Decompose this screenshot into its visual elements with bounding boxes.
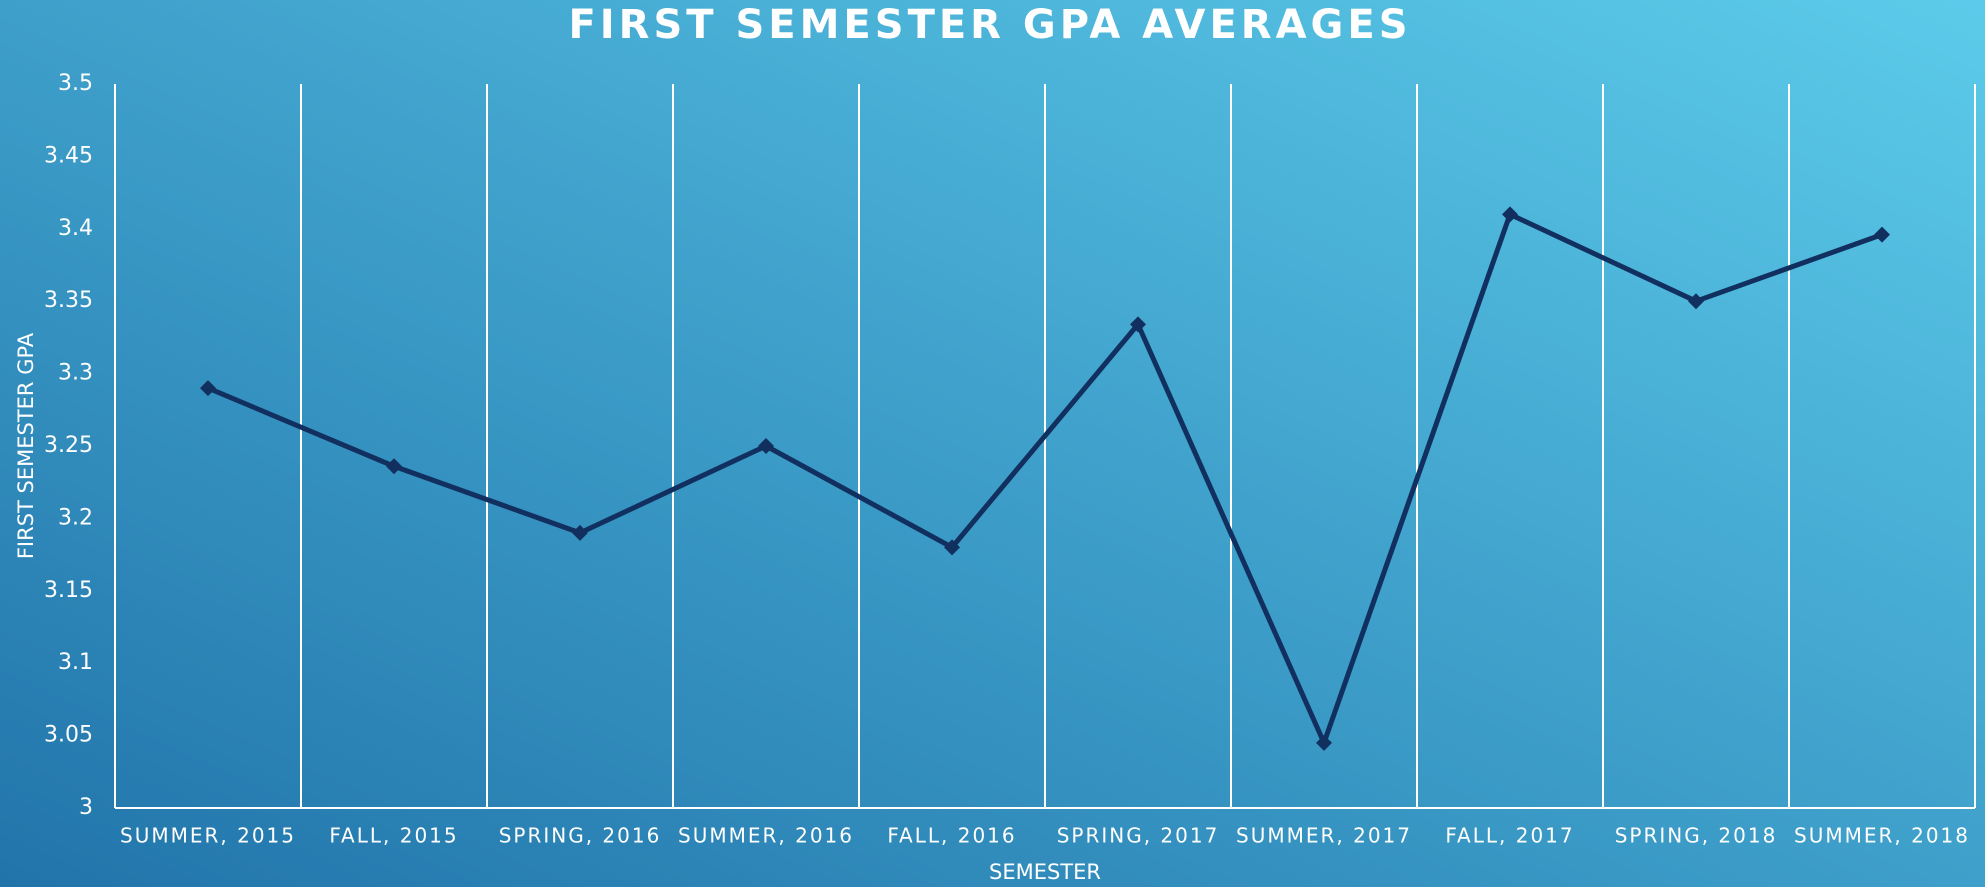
- x-axis-title: SEMESTER: [989, 860, 1101, 884]
- x-tick-label: SUMMER, 2017: [1236, 824, 1412, 848]
- y-tick-label: 3.1: [58, 650, 93, 675]
- data-point: [200, 380, 216, 397]
- x-tick-label: FALL, 2017: [1445, 824, 1574, 848]
- x-tick-label: FALL, 2016: [887, 824, 1016, 848]
- data-point: [1502, 206, 1518, 223]
- y-tick-label: 3.4: [58, 216, 93, 241]
- x-tick-label: SPRING, 2017: [1057, 824, 1220, 848]
- data-point: [1316, 734, 1332, 751]
- data-line: [207, 211, 1883, 746]
- x-tick-label: SUMMER, 2018: [1794, 824, 1970, 848]
- x-tick-label: FALL, 2015: [329, 824, 458, 848]
- data-point: [1874, 226, 1890, 243]
- y-tick-label: 3: [79, 795, 93, 820]
- x-tick-label: SUMMER, 2016: [678, 824, 854, 848]
- data-point: [386, 458, 402, 475]
- y-axis-title: FIRST SEMESTER GPA: [14, 332, 38, 559]
- y-tick-label: 3.3: [58, 361, 93, 386]
- data-point: [572, 524, 588, 541]
- data-point: [1688, 293, 1704, 310]
- y-tick-label: 3.5: [58, 71, 93, 96]
- y-tick-label: 3.05: [44, 723, 93, 748]
- y-tick-label: 3.15: [44, 578, 93, 603]
- y-tick-label: 3.35: [44, 288, 93, 313]
- chart-title: FIRST SEMESTER GPA AVERAGES: [568, 2, 1411, 48]
- x-tick-label: SUMMER, 2015: [120, 824, 296, 848]
- data-point: [1130, 316, 1146, 333]
- y-tick-label: 3.25: [44, 433, 93, 458]
- y-tick-label: 3.2: [58, 505, 93, 530]
- data-point: [944, 539, 960, 556]
- x-tick-label: SPRING, 2016: [499, 824, 662, 848]
- y-tick-label: 3.45: [44, 143, 93, 168]
- data-point: [758, 438, 774, 454]
- x-tick-label: SPRING, 2018: [1615, 824, 1778, 848]
